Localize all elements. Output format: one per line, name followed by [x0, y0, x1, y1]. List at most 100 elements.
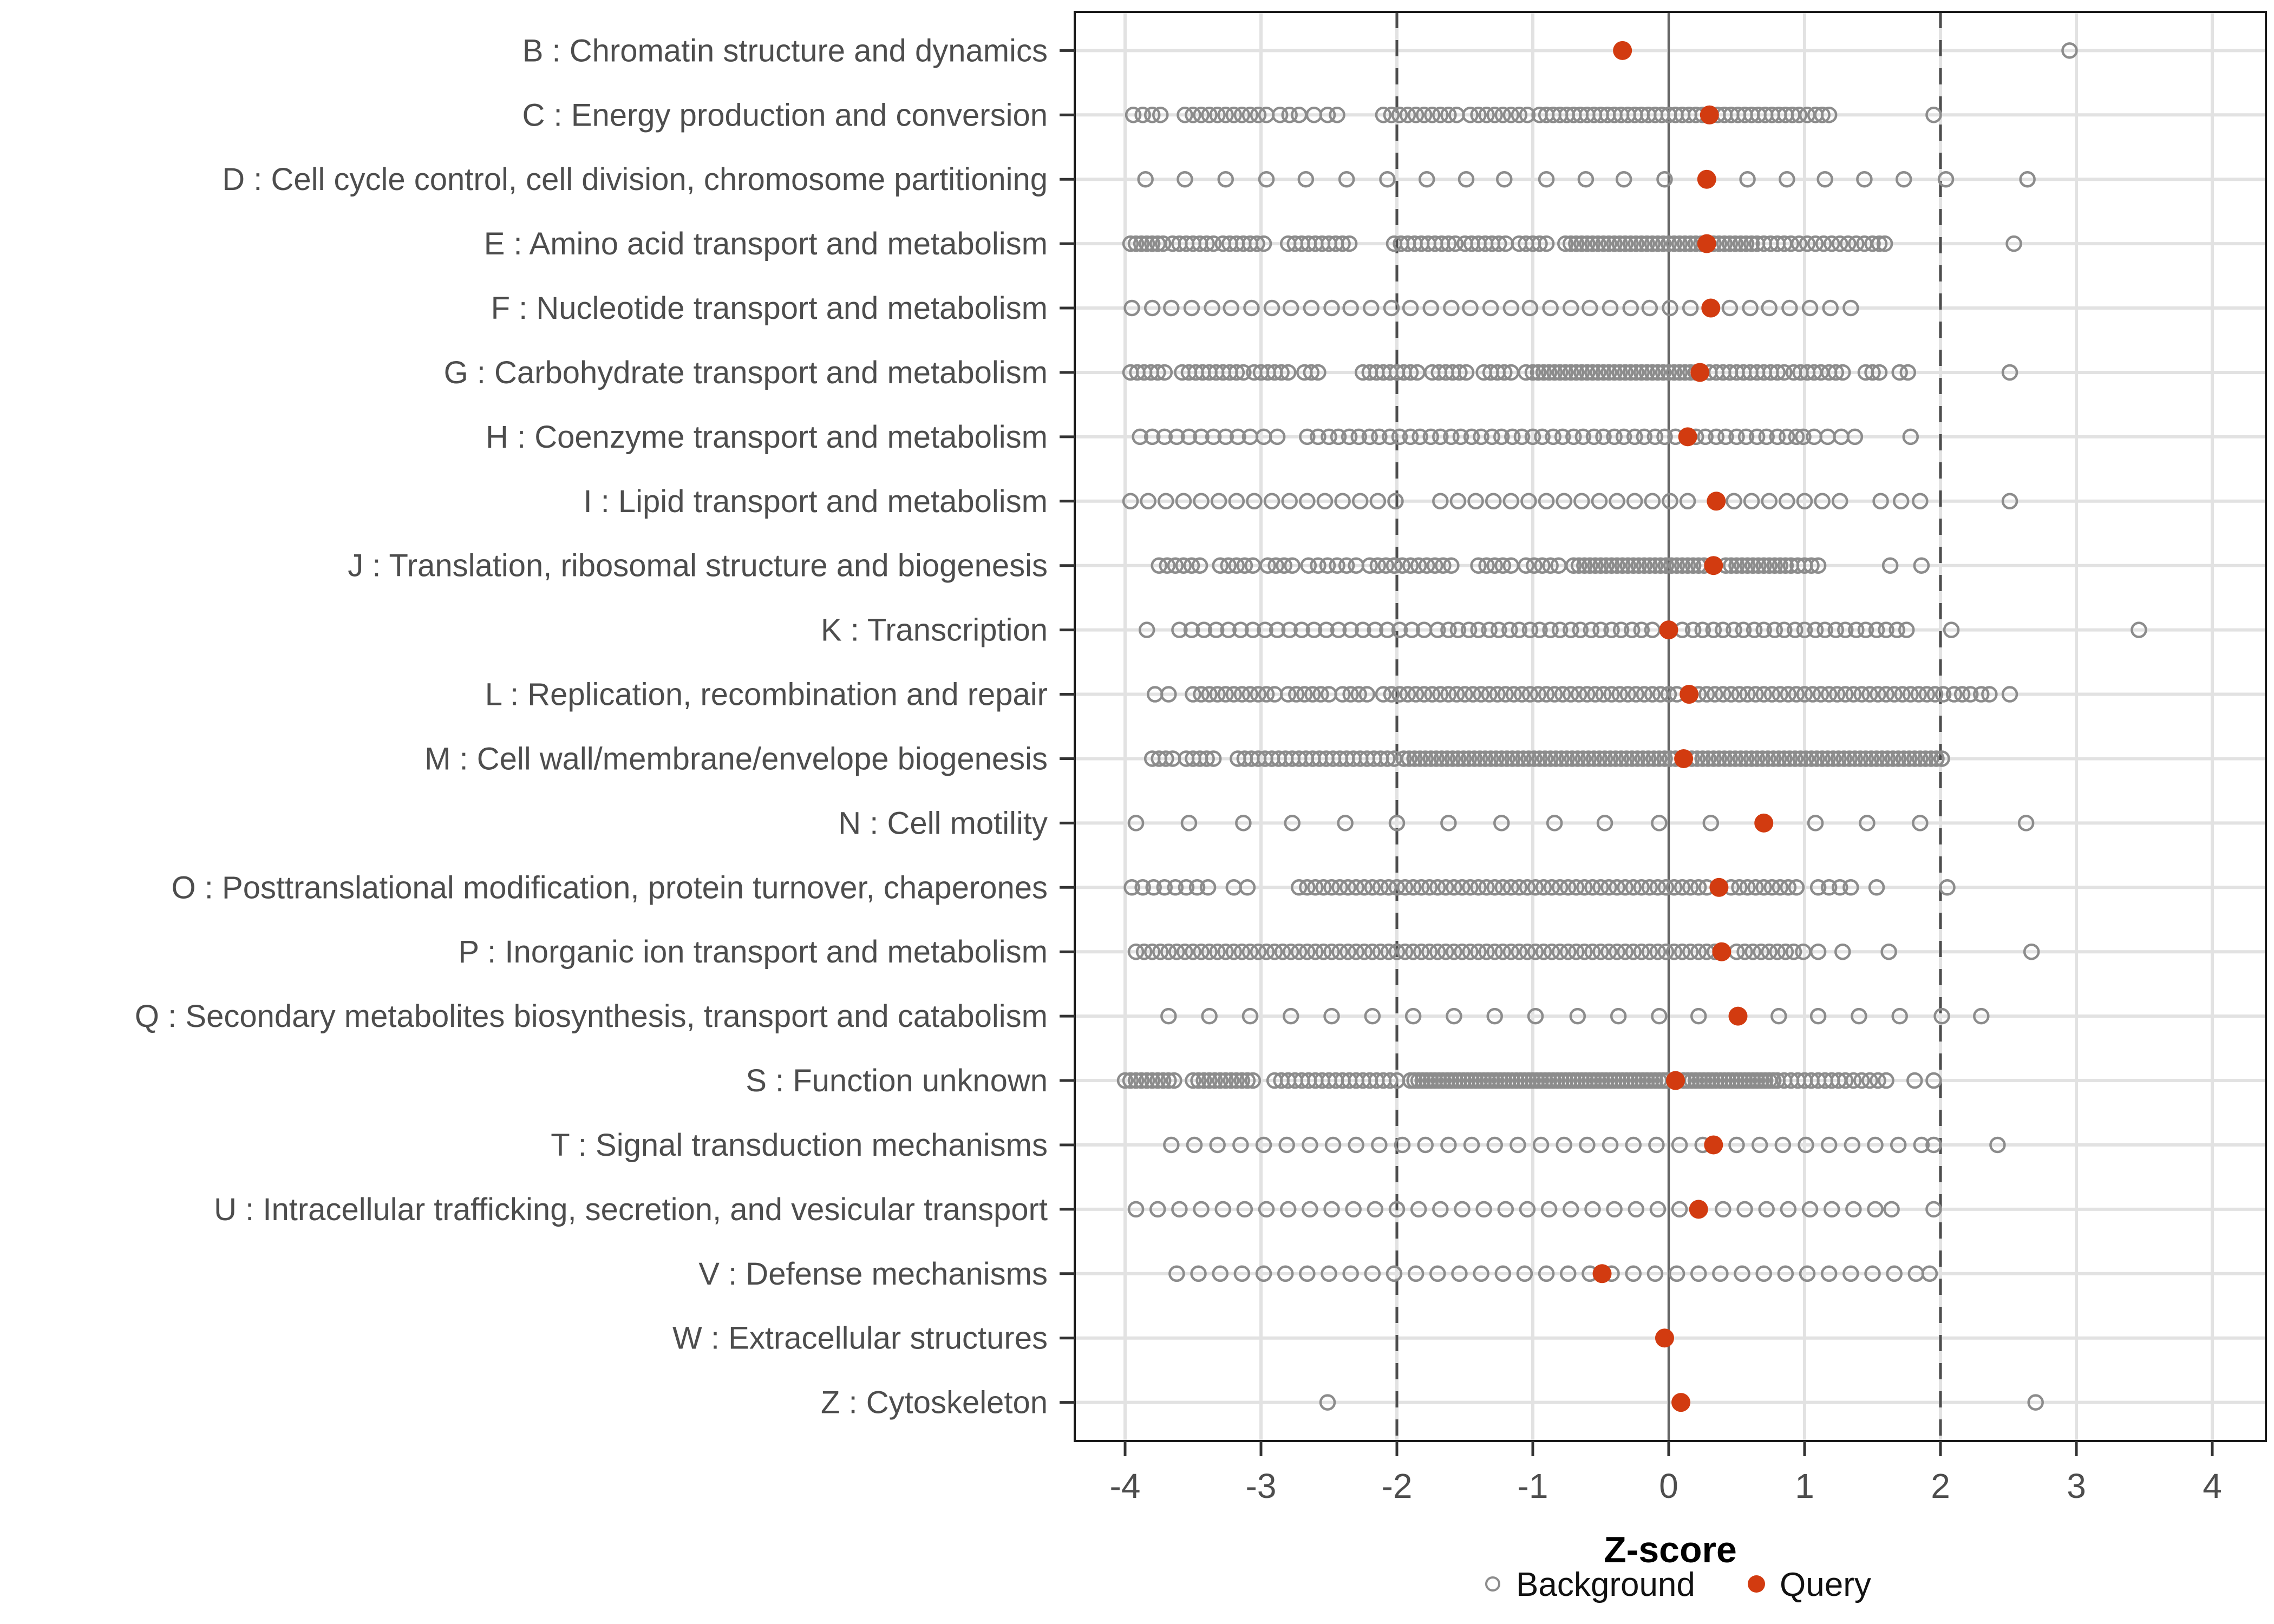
background-point: [1127, 1072, 1145, 1089]
x-tick-label: 2: [1931, 1466, 1950, 1505]
background-point: [1867, 1136, 1884, 1154]
y-axis-label: Q : Secondary metabolites biosynthesis, …: [135, 999, 1048, 1034]
background-point: [1364, 1007, 1381, 1025]
background-point: [1323, 299, 1340, 317]
background-point: [1563, 686, 1579, 703]
background-point: [1761, 493, 1778, 510]
background-point: [1886, 1265, 1903, 1282]
background-point: [1478, 943, 1495, 960]
background-point: [1592, 879, 1609, 896]
background-point: [1342, 686, 1359, 703]
background-point: [1870, 1072, 1886, 1089]
background-point: [1852, 750, 1869, 767]
background-point: [1758, 428, 1775, 446]
background-point: [1857, 621, 1874, 638]
background-point: [1160, 1007, 1177, 1025]
background-point: [1291, 879, 1308, 896]
background-point: [1435, 557, 1452, 574]
background-point: [1482, 299, 1499, 317]
background-point: [1636, 428, 1653, 446]
background-point: [1674, 557, 1691, 574]
background-point: [1273, 364, 1290, 381]
background-point: [1602, 1136, 1619, 1154]
background-point: [1546, 686, 1563, 703]
background-point: [1415, 686, 1433, 703]
background-point: [1592, 621, 1609, 638]
background-point: [1744, 557, 1761, 574]
background-point: [1641, 557, 1658, 574]
background-point: [1493, 428, 1510, 446]
background-point: [1137, 171, 1154, 188]
background-point: [1595, 235, 1612, 252]
background-point: [1279, 686, 1297, 703]
background-point: [1814, 493, 1831, 510]
background-point: [1781, 299, 1798, 317]
background-point: [1504, 428, 1521, 446]
background-point: [1816, 621, 1833, 638]
background-point: [1649, 943, 1667, 960]
x-tick-label: 4: [2203, 1466, 2222, 1505]
background-point: [1864, 235, 1881, 252]
background-point: [1156, 879, 1173, 896]
background-point: [1772, 557, 1789, 574]
background-point: [1152, 107, 1169, 123]
background-point: [1641, 299, 1658, 317]
background-point: [1538, 171, 1555, 188]
background-point: [1912, 750, 1929, 767]
background-point: [1217, 1072, 1234, 1089]
background-point: [1871, 235, 1888, 252]
background-point: [1520, 750, 1537, 767]
y-axis-label: V : Defense mechanisms: [698, 1256, 1048, 1292]
background-point: [1151, 557, 1167, 574]
legend-label-query: Query: [1780, 1566, 1871, 1603]
y-axis-label: E : Amino acid transport and metabolism: [484, 226, 1048, 261]
background-point: [1493, 815, 1510, 831]
background-point: [1486, 879, 1503, 896]
background-point: [1835, 750, 1853, 767]
background-point: [1543, 879, 1560, 896]
background-point: [1456, 686, 1473, 703]
background-point: [1796, 493, 1813, 510]
background-point: [1557, 235, 1574, 252]
background-point: [1402, 364, 1419, 381]
y-axis-label: K : Transcription: [821, 613, 1048, 648]
background-point: [1432, 493, 1449, 510]
background-point: [1753, 943, 1769, 960]
background-point: [1263, 493, 1280, 510]
background-point: [1281, 493, 1298, 510]
background-point: [1690, 1007, 1707, 1025]
background-point: [1803, 750, 1820, 767]
query-point: [1680, 685, 1699, 704]
background-point: [1574, 428, 1592, 446]
background-point: [1418, 557, 1435, 574]
background-point: [1902, 686, 1919, 703]
background-point: [1682, 943, 1699, 960]
background-point: [1443, 299, 1460, 317]
background-point: [1554, 686, 1571, 703]
query-point: [1700, 105, 1719, 125]
background-point: [1297, 171, 1315, 188]
background-point: [1837, 686, 1854, 703]
background-point: [1617, 364, 1633, 381]
background-point: [1633, 235, 1650, 252]
background-point: [1576, 943, 1593, 960]
background-point: [1394, 1136, 1411, 1154]
background-point: [1166, 1072, 1182, 1089]
background-point: [1625, 557, 1642, 574]
category-row-I: [1122, 492, 2018, 511]
background-point: [1633, 879, 1650, 896]
background-point: [1628, 235, 1645, 252]
background-point: [1513, 686, 1531, 703]
background-point: [1501, 621, 1518, 638]
background-point: [1625, 943, 1642, 960]
background-point: [1731, 879, 1748, 896]
background-point: [1644, 364, 1661, 381]
background-point: [1330, 428, 1347, 446]
background-point: [1792, 750, 1809, 767]
background-point: [1465, 686, 1481, 703]
background-point: [1777, 1265, 1794, 1282]
background-point: [1600, 235, 1617, 252]
background-point: [2005, 235, 2022, 252]
background-point: [1587, 686, 1604, 703]
background-point: [1230, 428, 1246, 446]
